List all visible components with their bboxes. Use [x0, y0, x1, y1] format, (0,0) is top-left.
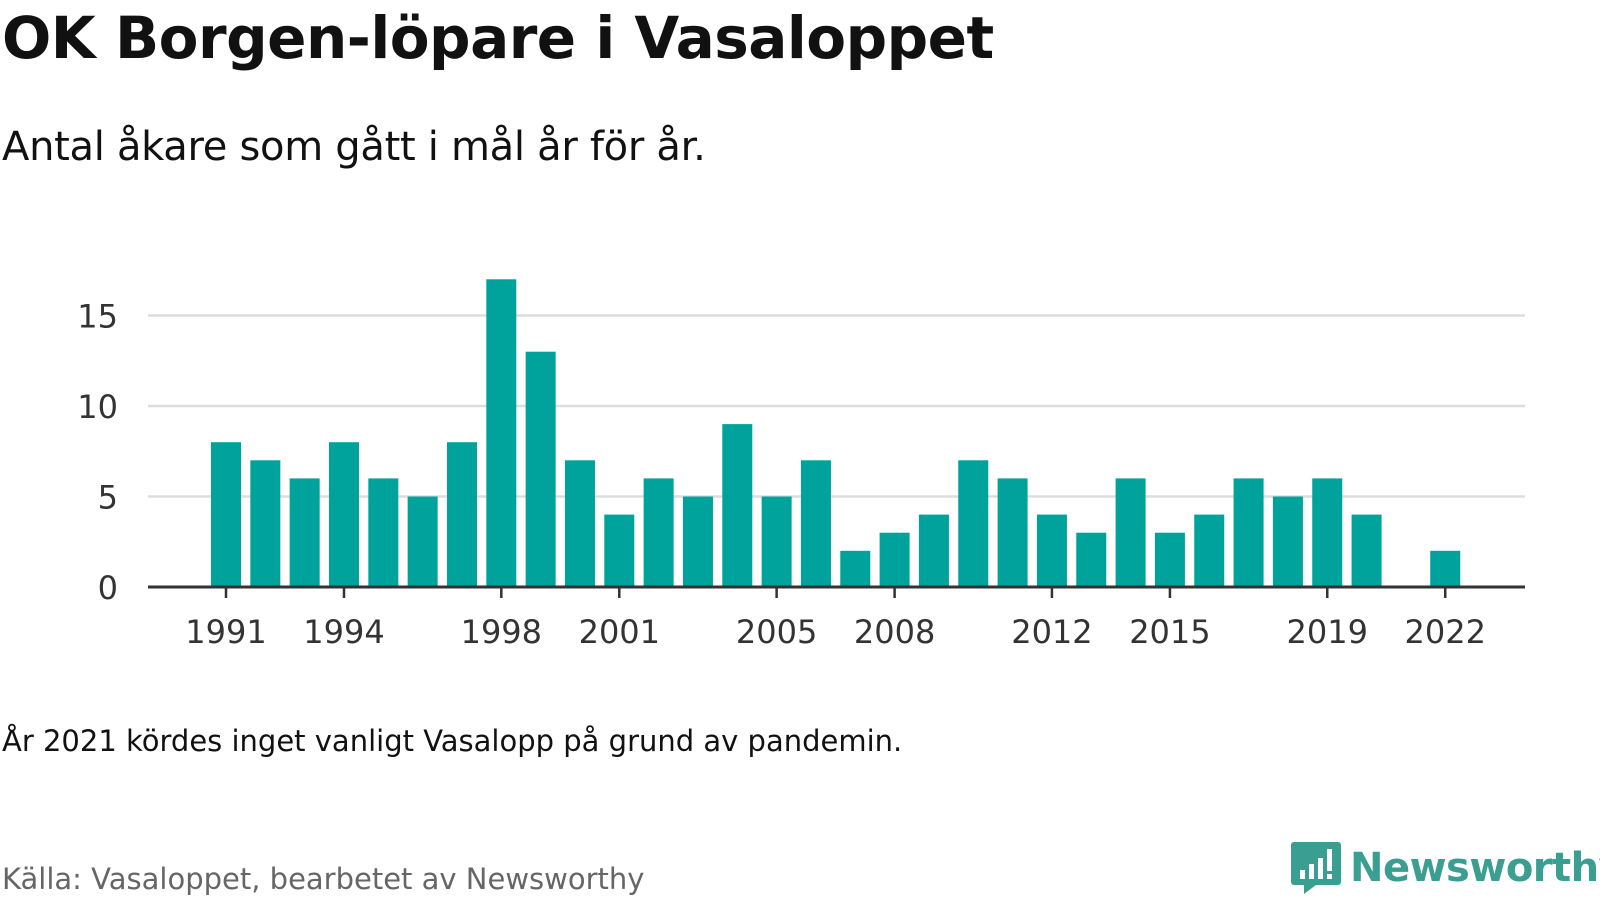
bar-2003: [682, 496, 713, 587]
bar-1992: [250, 460, 281, 587]
x-tick-label: 2015: [1129, 613, 1210, 651]
bar-2007: [840, 550, 871, 587]
bar-2020: [1351, 514, 1382, 587]
bar-2019: [1312, 478, 1343, 587]
bar-2001: [604, 514, 635, 587]
bar-2012: [1036, 514, 1067, 587]
bar-2017: [1233, 478, 1264, 587]
bar-2013: [1076, 532, 1107, 587]
footnote: År 2021 kördes inget vanligt Vasalopp på…: [2, 724, 903, 758]
bar-1991: [211, 442, 241, 587]
x-tick-label: 1998: [461, 613, 542, 651]
bar-2008: [879, 532, 910, 587]
x-tick-label: 2001: [579, 613, 660, 651]
bar-2010: [958, 460, 989, 587]
bar-2011: [997, 478, 1028, 587]
bar-1995: [368, 478, 399, 587]
chart-subtitle: Antal åkare som gått i mål år för år.: [2, 124, 706, 170]
bar-1999: [525, 351, 556, 587]
x-tick-label: 1994: [303, 613, 384, 651]
bar-2000: [564, 460, 595, 587]
bar-2016: [1194, 514, 1225, 587]
bars: [211, 279, 1461, 587]
chart-title: OK Borgen-löpare i Vasaloppet: [2, 4, 994, 72]
bar-2014: [1115, 478, 1146, 587]
y-tick-label: 10: [77, 388, 118, 426]
x-tick-label: 2005: [736, 613, 817, 651]
y-tick-label: 5: [98, 479, 118, 517]
x-tick-label: 2008: [854, 613, 935, 651]
bar-2018: [1272, 496, 1303, 587]
x-tick-label: 2019: [1287, 613, 1368, 651]
bar-2022: [1430, 550, 1461, 587]
x-tick-label: 2022: [1405, 613, 1486, 651]
bar-2015: [1154, 532, 1185, 587]
axes: 0 5 10 15 1991 1994 1998 2001 2005 2008 2012 2015 20…: [77, 298, 1525, 651]
bar-2004: [722, 424, 753, 587]
bar-chart: 0 5 10 15 1991 1994 1998 2001 2005 2008 2012 2015 20…: [77, 279, 1525, 651]
bar-1997: [446, 442, 477, 587]
bar-2009: [918, 514, 949, 587]
bar-1996: [407, 496, 438, 587]
bar-1998: [486, 279, 517, 587]
bar-2002: [643, 478, 674, 587]
brand-name: Newsworthy: [1350, 845, 1600, 891]
bar-2006: [800, 460, 831, 587]
y-tick-label: 15: [77, 298, 118, 336]
bar-chart-speech-bubble-icon: [1291, 842, 1341, 894]
source-credit: Källa: Vasaloppet, bearbetet av Newswort…: [2, 862, 645, 896]
bar-1993: [289, 478, 320, 587]
y-tick-label: 0: [98, 569, 118, 607]
bar-1994: [328, 442, 359, 587]
newsworthy-logo: Newsworthy: [1290, 840, 1600, 896]
x-tick-label: 1991: [185, 613, 266, 651]
x-tick-label: 2012: [1011, 613, 1092, 651]
bar-2005: [761, 496, 792, 587]
